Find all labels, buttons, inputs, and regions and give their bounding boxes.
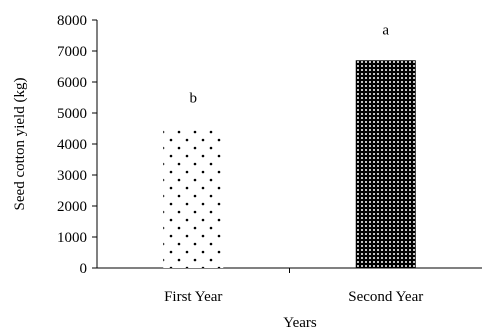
y-tick-label: 5000	[57, 106, 87, 122]
y-tick-label: 2000	[57, 199, 87, 215]
y-axis-title: Seed cotton yield (kg)	[12, 78, 28, 211]
y-tick-label: 0	[80, 261, 88, 277]
bar-significance-label: a	[382, 22, 389, 38]
bar-second-year	[355, 60, 416, 268]
bar-first-year	[163, 128, 224, 268]
x-ticks: First Year Second Year	[164, 268, 423, 305]
data-labels: ba	[190, 22, 390, 106]
y-tick-label: 1000	[57, 230, 87, 246]
y-axis: 0 1000 2000 3000 4000 5000 6000 7000 8000	[57, 13, 98, 277]
x-axis: First Year Second Year	[97, 267, 482, 305]
y-tick-label: 4000	[57, 137, 87, 153]
x-tick-label: Second Year	[348, 289, 423, 305]
y-tick-label: 6000	[57, 75, 87, 91]
bars	[163, 60, 416, 268]
y-tick-label: 8000	[57, 13, 87, 29]
y-ticks: 0 1000 2000 3000 4000 5000 6000 7000 8000	[57, 13, 97, 277]
y-tick-label: 7000	[57, 44, 87, 60]
y-tick-label: 3000	[57, 168, 87, 184]
x-tick-label: First Year	[164, 289, 222, 305]
bar-significance-label: b	[190, 91, 198, 107]
x-axis-title: Years	[283, 315, 317, 331]
